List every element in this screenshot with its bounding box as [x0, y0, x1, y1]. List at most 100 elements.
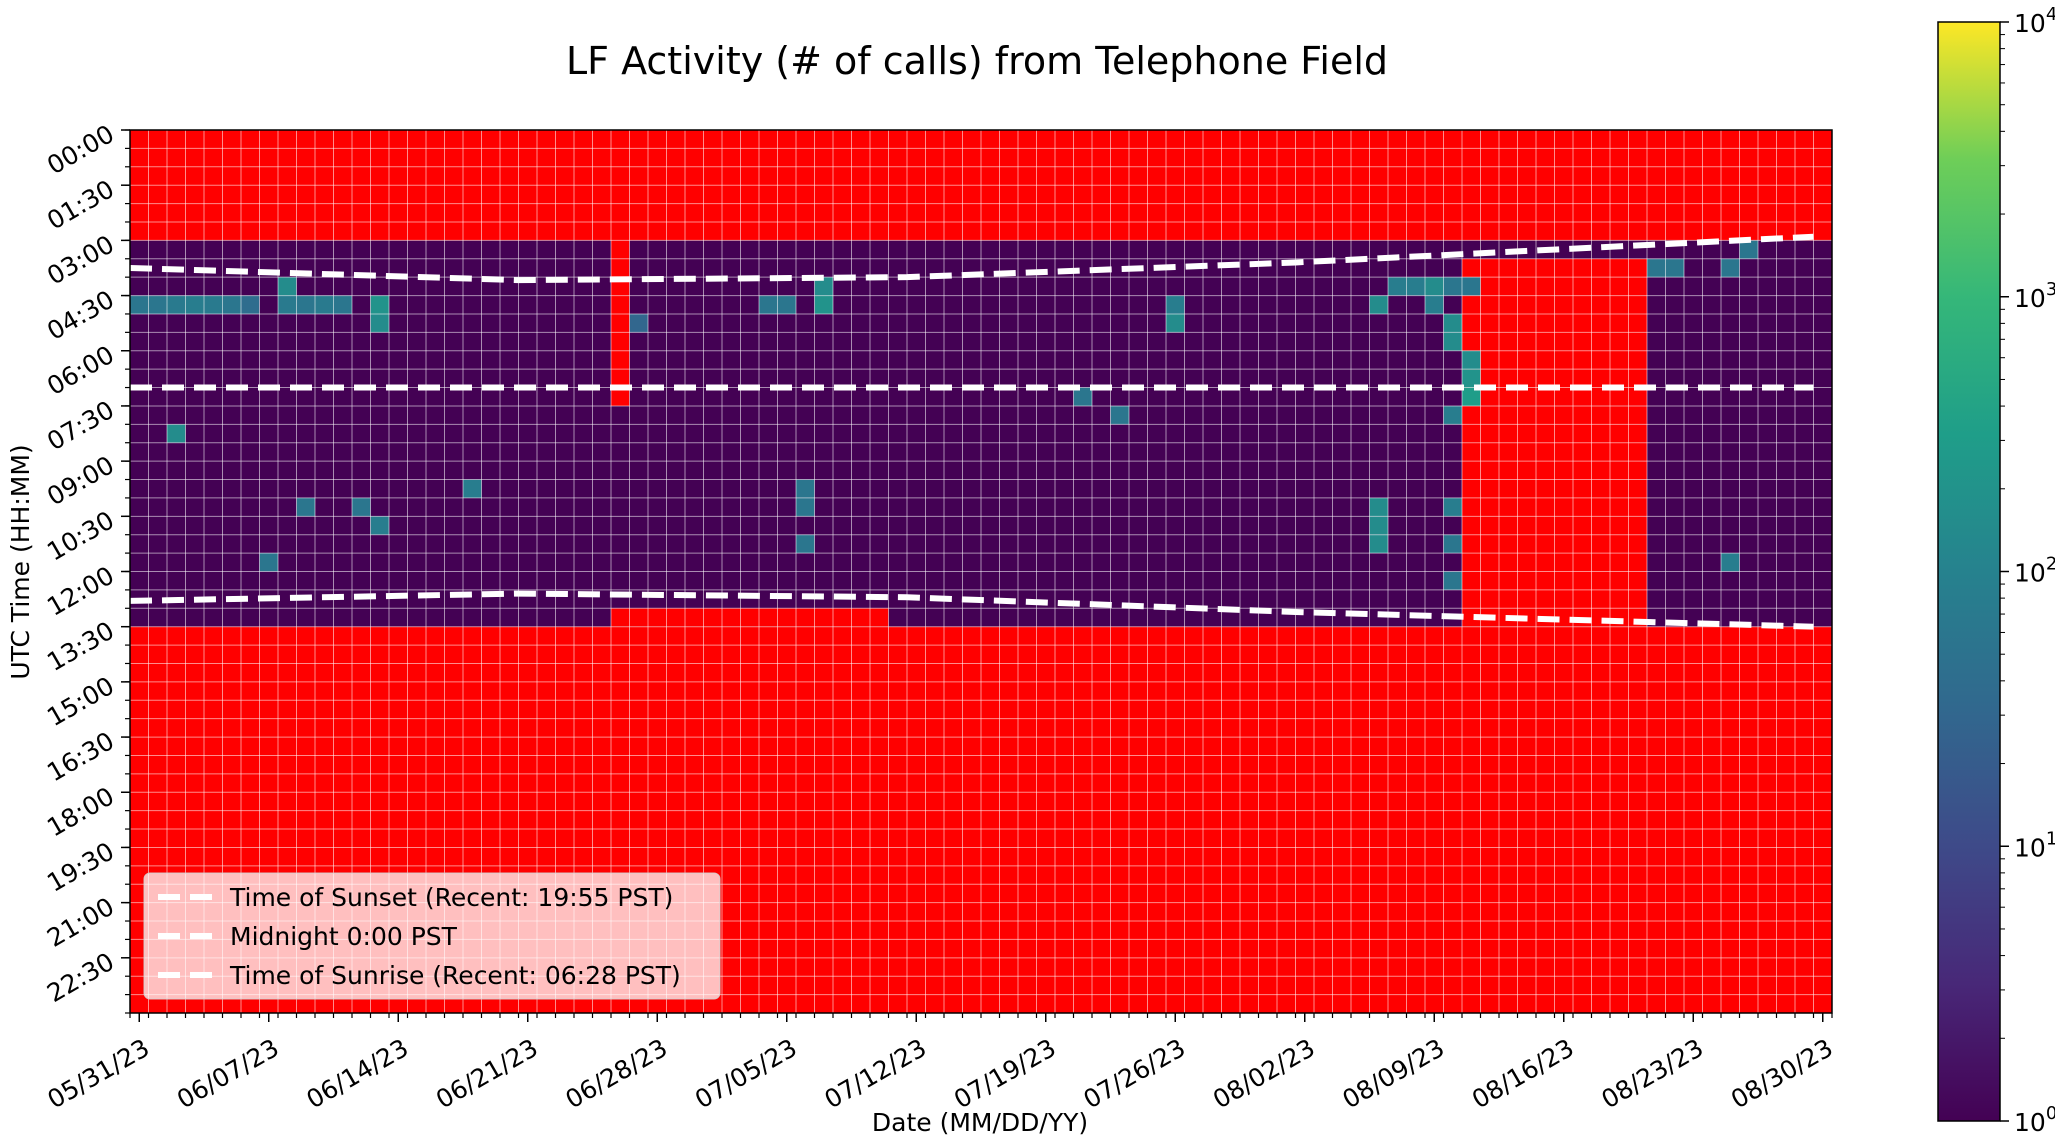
y-tick-label: 00:00	[42, 119, 119, 180]
colorbar-tick-exponent: 4	[2046, 4, 2055, 25]
heatmap-cell	[1665, 258, 1684, 278]
heatmap-cell	[1369, 295, 1388, 314]
y-tick-label: 10:30	[42, 505, 119, 566]
heatmap-cell	[370, 295, 389, 314]
no-data-gap	[611, 130, 630, 406]
heatmap-cell	[1647, 258, 1666, 278]
colorbar-tick-label: 102	[2014, 554, 2055, 588]
heatmap-cell	[796, 497, 815, 517]
legend-box	[143, 872, 721, 1000]
colorbar-tick-exponent: 2	[2046, 554, 2055, 575]
heatmap-cell	[241, 295, 260, 314]
heatmap-cell	[629, 313, 648, 333]
heatmap-cell	[1462, 369, 1481, 388]
y-tick-label: 07:30	[42, 395, 119, 456]
chart-title: LF Activity (# of calls) from Telephone …	[566, 39, 1388, 83]
legend-label: Time of Sunrise (Recent: 06:28 PST)	[229, 961, 681, 990]
heatmap-cell	[1166, 295, 1185, 314]
x-tick-label: 06/28/23	[561, 1033, 673, 1114]
y-tick-label: 22:30	[42, 947, 119, 1008]
heatmap-cell	[796, 534, 815, 554]
heatmap-cell	[1425, 277, 1444, 296]
heatmap-cell	[1406, 277, 1425, 296]
colorbar-gradient	[1937, 21, 2001, 1122]
x-tick-label: 07/19/23	[949, 1033, 1061, 1114]
colorbar-tick-label: 103	[2014, 279, 2055, 313]
heatmap-cell	[1369, 516, 1388, 535]
heatmap-cell	[1443, 497, 1462, 517]
heatmap-cell	[777, 295, 796, 314]
colorbar-tick-label: 104	[2014, 4, 2055, 38]
heatmap-cell	[1721, 258, 1740, 278]
no-data-gap	[611, 608, 889, 627]
y-tick-label: 15:00	[42, 671, 119, 732]
heatmap-cell	[333, 295, 352, 314]
x-axis-title: Date (MM/DD/YY)	[872, 1108, 1088, 1137]
heatmap-cell	[1462, 387, 1481, 406]
heatmap-cell	[1425, 295, 1444, 314]
heatmap-cell	[167, 295, 186, 314]
reference-line	[129, 590, 1814, 630]
heatmap-cell	[1166, 313, 1185, 333]
reference-line	[129, 233, 1814, 284]
x-tick-label: 08/02/23	[1208, 1033, 1320, 1114]
heatmap-cell	[1443, 313, 1462, 333]
x-tick-label: 06/14/23	[302, 1033, 414, 1114]
heatmap-cell	[1739, 240, 1758, 259]
heatmap-cell	[167, 424, 186, 443]
heatmap-cell	[130, 295, 149, 314]
heatmap-cell	[1462, 350, 1481, 370]
legend: Time of Sunset (Recent: 19:55 PST) Midnig…	[143, 872, 721, 1000]
x-tick-label: 07/05/23	[690, 1033, 802, 1114]
y-tick-label: 09:00	[42, 450, 119, 511]
heatmap-cell	[148, 295, 167, 314]
heatmap-cell	[1462, 277, 1481, 296]
heatmap-cell	[814, 295, 833, 314]
x-tick-label: 05/31/23	[43, 1033, 155, 1114]
heatmap-cell	[278, 295, 297, 314]
colorbar-tick-label: 100	[2014, 1103, 2055, 1137]
heatmap-cell	[1443, 405, 1462, 425]
heatmap-cell	[463, 479, 482, 498]
heatmap-cell	[185, 295, 204, 314]
heatmap-cell	[1721, 553, 1740, 572]
heatmap-cell	[1443, 534, 1462, 554]
x-tick-label: 08/30/23	[1726, 1033, 1838, 1114]
heatmap-cell	[759, 295, 778, 314]
y-tick-label: 13:30	[42, 616, 119, 677]
x-tick-label: 06/07/23	[172, 1033, 284, 1114]
x-tick-label: 08/16/23	[1467, 1033, 1579, 1114]
heatmap-cell	[259, 553, 278, 572]
x-tick-label: 06/21/23	[431, 1033, 543, 1114]
heatmap-cell	[278, 277, 297, 296]
heatmap-cell	[222, 295, 241, 314]
heatmap-cell	[296, 295, 315, 314]
heatmap-cell	[370, 313, 389, 333]
y-tick-label: 06:00	[42, 340, 119, 401]
colorbar-tick-exponent: 1	[2046, 828, 2055, 849]
x-tick-label: 08/23/23	[1597, 1033, 1709, 1114]
heatmap-cell	[1369, 534, 1388, 554]
heatmap-cell	[814, 277, 833, 296]
heatmap-cell	[1110, 405, 1129, 425]
y-tick-label: 03:00	[42, 229, 119, 290]
y-tick-label: 18:00	[42, 781, 119, 842]
legend-label: Midnight 0:00 PST	[230, 922, 458, 951]
colorbar-tick-exponent: 0	[2046, 1103, 2055, 1124]
heatmap-cell	[352, 497, 371, 517]
y-tick-label: 19:30	[42, 837, 119, 898]
y-tick-label: 16:30	[42, 726, 119, 787]
heatmap-cell	[204, 295, 223, 314]
y-tick-label: 21:00	[42, 892, 119, 953]
y-tick-label: 12:00	[42, 561, 119, 622]
x-tick-label: 07/12/23	[820, 1033, 932, 1114]
reference-lines	[129, 233, 1814, 630]
colorbar-tick-label: 101	[2014, 828, 2055, 862]
colorbar-tick-exponent: 3	[2046, 279, 2055, 300]
x-tick-label: 07/26/23	[1079, 1033, 1191, 1114]
heatmap-cell	[796, 479, 815, 498]
heatmap-cell	[1443, 332, 1462, 351]
heatmap-cell	[370, 516, 389, 535]
